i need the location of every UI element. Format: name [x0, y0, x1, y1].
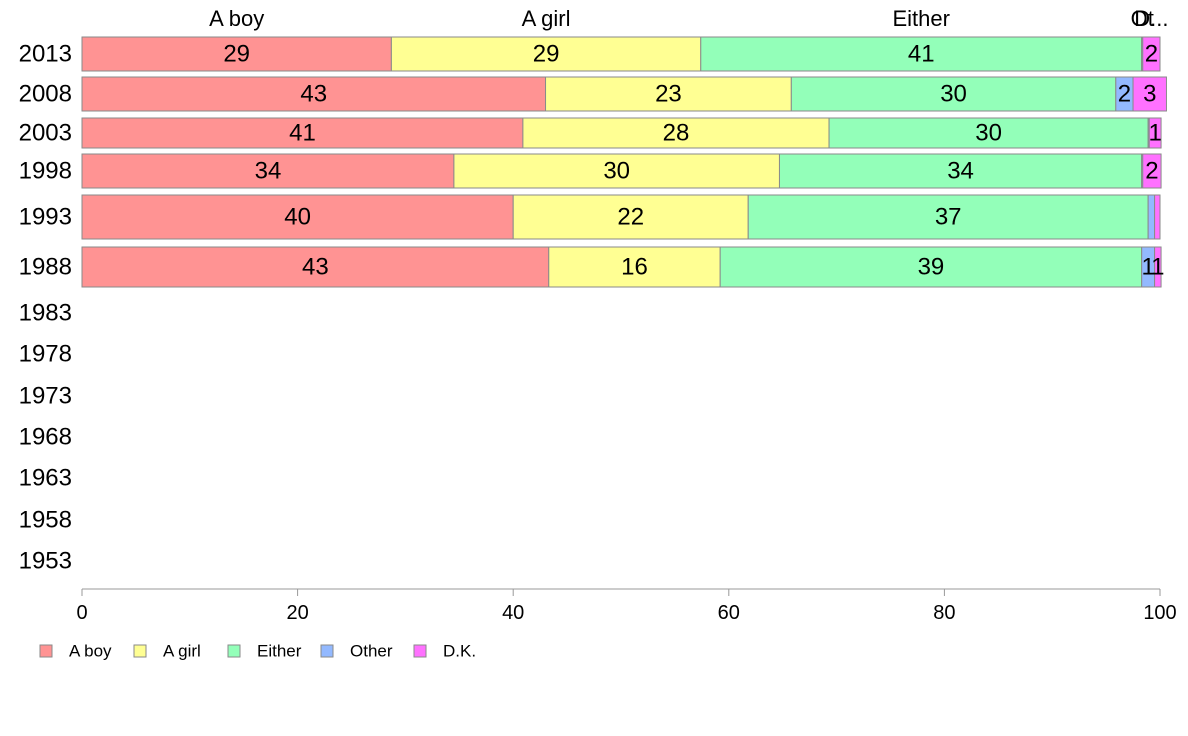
legend-swatch-1 — [133, 644, 147, 658]
category-label-2008: 2008 — [19, 81, 72, 108]
category-labels: 2013 2008 2003 1998 1993 1988 1983 1978 1973 1968… — [19, 41, 72, 575]
segment-label-1988-3: 1 — [1141, 254, 1154, 281]
category-label-1973: 1973 — [19, 383, 72, 410]
category-label-1998: 1998 — [19, 158, 72, 185]
legend-label-3: Other — [350, 642, 393, 661]
top-label-4: D... — [1134, 6, 1168, 31]
segment-label-2008-0: 43 — [300, 81, 327, 108]
top-label-1: A girl — [522, 6, 571, 31]
legend-swatch-3 — [320, 644, 334, 658]
segment-label-2013-0: 29 — [223, 41, 250, 68]
category-label-2013: 2013 — [19, 41, 72, 68]
segment-label-2008-2: 30 — [940, 81, 967, 108]
bar-segment-1993-either — [747, 194, 1149, 240]
bar-segment-1993-aboy — [81, 194, 514, 240]
legend: A boy A girl Either Other D.K. — [39, 642, 476, 661]
bar-segment-2003-dk — [1148, 117, 1162, 149]
legend-label-0: A boy — [69, 642, 112, 661]
x-tick-label-0: 0 — [76, 602, 87, 624]
bar-segment-1993-agirl — [512, 194, 749, 240]
segment-label-2013-4: 2 — [1145, 41, 1158, 68]
category-label-1953: 1953 — [19, 548, 72, 575]
legend-swatch-4 — [413, 644, 427, 658]
legend-swatch-0 — [39, 644, 53, 658]
category-label-1978: 1978 — [19, 341, 72, 368]
x-tick-label-100: 100 — [1143, 602, 1176, 624]
segment-label-1998-2: 34 — [947, 158, 974, 185]
category-label-2003: 2003 — [19, 120, 72, 147]
segment-label-2013-2: 41 — [908, 41, 935, 68]
category-label-1963: 1963 — [19, 465, 72, 492]
legend-swatch-2 — [227, 644, 241, 658]
bar-segment-1988-dk — [1154, 246, 1162, 288]
segment-label-1993-0: 40 — [284, 204, 311, 231]
bar-segment-2003-either — [828, 117, 1149, 149]
top-series-labels: A boy A girl Either OtD... — [209, 6, 1168, 31]
x-tick-label-20: 20 — [286, 602, 308, 624]
segment-label-2008-4: 3 — [1143, 81, 1156, 108]
category-label-1968: 1968 — [19, 424, 72, 451]
bar-segment-1993-other — [1147, 194, 1156, 240]
legend-label-2: Either — [257, 642, 302, 661]
x-tick-label-60: 60 — [718, 602, 740, 624]
segment-label-1988-2: 39 — [918, 254, 945, 281]
legend-label-4: D.K. — [443, 642, 476, 661]
segment-label-2003-0: 41 — [289, 120, 316, 147]
category-label-1958: 1958 — [19, 507, 72, 534]
bar-segment-2008-dk — [1132, 76, 1167, 112]
top-label-3: Ot — [1131, 6, 1154, 31]
bar-segment-1988-either — [719, 246, 1143, 288]
segment-label-2013-1: 29 — [533, 41, 560, 68]
segment-label-1993-2: 37 — [935, 204, 962, 231]
segment-label-1998-1: 30 — [603, 158, 630, 185]
top-label-0: A boy — [209, 6, 264, 31]
category-label-1988: 1988 — [19, 254, 72, 281]
segment-label-1998-4: 2 — [1145, 158, 1158, 185]
category-label-1993: 1993 — [19, 204, 72, 231]
x-tick-label-80: 80 — [933, 602, 955, 624]
bar-segment-1998-agirl — [453, 153, 780, 189]
segment-label-2003-1: 28 — [663, 120, 690, 147]
bar-segment-2008-either — [790, 76, 1117, 112]
bar-segment-2013-dk — [1142, 36, 1161, 72]
segment-label-1993-1: 22 — [617, 204, 644, 231]
segment-label-1988-4: 1 — [1151, 254, 1164, 281]
bar-segment-2008-agirl — [545, 76, 792, 112]
segment-label-2008-1: 23 — [655, 81, 682, 108]
bar-segment-1998-dk — [1142, 153, 1162, 189]
bar-segment-1998-aboy — [81, 153, 455, 189]
segment-label-2003-4: 1 — [1148, 120, 1161, 147]
segment-label-2008-3: 2 — [1118, 81, 1131, 108]
bars — [81, 36, 1167, 288]
segment-label-1988-0: 43 — [302, 254, 329, 281]
bar-segment-1988-agirl — [548, 246, 721, 288]
bar-segment-2003-aboy — [81, 117, 524, 149]
bar-segment-2013-agirl — [390, 36, 702, 72]
x-tick-label-40: 40 — [502, 602, 524, 624]
legend-label-1: A girl — [163, 642, 201, 661]
category-label-1983: 1983 — [19, 300, 72, 327]
segment-label-1988-1: 16 — [621, 254, 648, 281]
x-axis: 0 20 40 60 80 100 — [76, 588, 1177, 624]
top-label-2: Either — [892, 6, 949, 31]
bar-segment-1993-dk — [1154, 194, 1161, 240]
segment-label-2003-2: 30 — [975, 120, 1002, 147]
segment-label-1998-0: 34 — [255, 158, 282, 185]
